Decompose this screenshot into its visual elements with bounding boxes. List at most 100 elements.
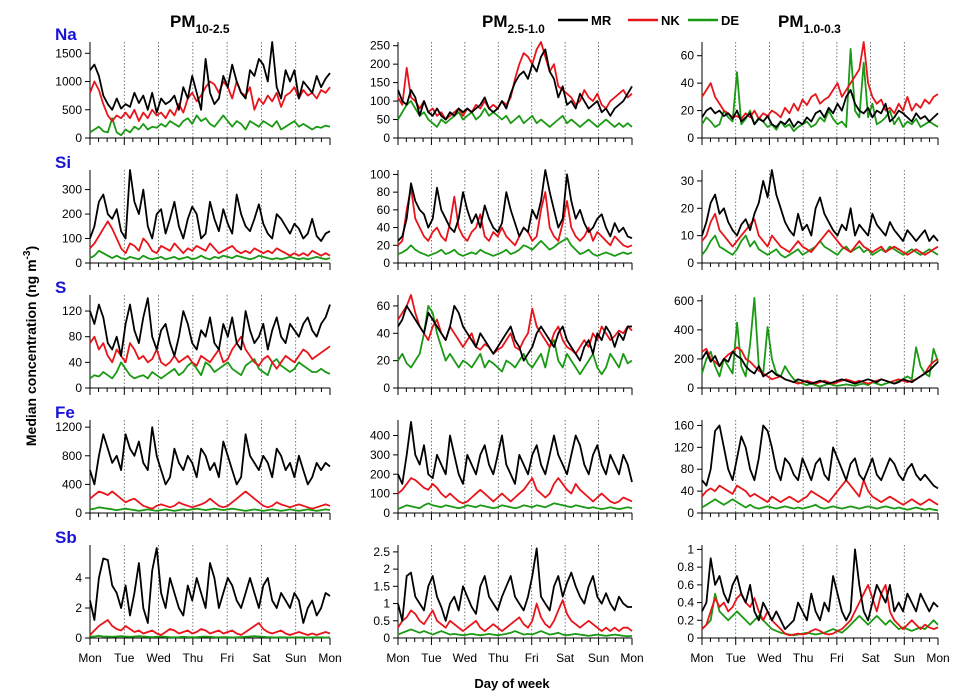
y-tick-label: 40 <box>377 221 391 235</box>
y-tick-label: 0 <box>383 506 390 520</box>
series-line-mr <box>701 424 939 490</box>
y-tick-label: 2.5 <box>373 545 390 559</box>
y-tick-label: 200 <box>674 352 694 366</box>
series-line-mr <box>397 547 632 622</box>
x-tick-label: Mon <box>620 651 643 665</box>
y-tick-label: 60 <box>377 203 391 217</box>
series-line-de <box>701 296 939 388</box>
y-tick-label: 160 <box>674 418 694 432</box>
panel-na-10-2.5: 0 500 1000 1500 Na <box>55 25 331 145</box>
y-tick-label: 0.2 <box>677 613 694 627</box>
panel-sb-2.5-1.0: 0 0.5 1 1.5 2 2.5 Mon Tue Wed Thu Fri Sat Sun Mon <box>373 545 643 665</box>
series-line-nk <box>89 335 331 370</box>
element-label-na: Na <box>55 25 77 44</box>
series-line-mr <box>89 169 331 242</box>
y-tick-label: 1500 <box>55 46 82 60</box>
y-tick-label: 400 <box>62 477 82 491</box>
panel-si-2.5-1.0: 0 20 40 60 80 100 <box>370 167 633 270</box>
panel-fe-1.0-0.3: 0 40 80 120 160 <box>674 418 939 520</box>
y-tick-label: 0 <box>687 131 694 145</box>
y-tick-label: 100 <box>370 167 390 181</box>
y-tick-label: 120 <box>62 304 82 318</box>
y-tick-label: 0.5 <box>373 614 390 628</box>
column-title-pm1.0-0.3: PM1.0-0.3 <box>778 12 841 36</box>
x-tick-label: Fri <box>830 651 844 665</box>
y-tick-label: 300 <box>370 448 390 462</box>
series-line-de <box>397 237 633 257</box>
series-line-nk <box>89 220 331 257</box>
y-tick-label: 80 <box>69 330 83 344</box>
x-tick-label: Tue <box>421 651 442 665</box>
panel-s-10-2.5: 0 40 80 120 S <box>55 278 331 395</box>
x-tick-label: Fri <box>525 651 539 665</box>
x-tick-label: Wed <box>146 651 170 665</box>
y-tick-label: 20 <box>377 238 391 252</box>
y-tick-label: 40 <box>377 326 391 340</box>
element-label-s: S <box>55 278 66 297</box>
panel-si-1.0-0.3: 0 10 20 30 <box>681 169 939 270</box>
y-tick-label: 150 <box>370 76 390 90</box>
y-tick-label: 0.6 <box>677 578 694 592</box>
y-tick-label: 500 <box>62 103 82 117</box>
legend-label-nk: NK <box>661 13 680 28</box>
element-label-si: Si <box>55 153 71 172</box>
series-line-mr <box>701 548 939 630</box>
y-tick-label: 400 <box>674 323 694 337</box>
series-line-nk <box>701 41 939 120</box>
series-line-nk <box>89 80 331 122</box>
y-tick-label: 40 <box>681 76 695 90</box>
y-tick-label: 0 <box>383 381 390 395</box>
y-tick-label: 0 <box>75 506 82 520</box>
y-tick-label: 200 <box>62 207 82 221</box>
x-tick-label: Wed <box>757 651 781 665</box>
x-tick-label: Sun <box>588 651 609 665</box>
series-line-mr <box>89 547 331 624</box>
x-tick-label: Sat <box>862 651 881 665</box>
x-tick-label: Mon <box>78 651 101 665</box>
y-tick-label: 250 <box>370 39 390 53</box>
series-line-mr <box>701 89 939 128</box>
series-line-mr <box>89 426 331 486</box>
y-tick-label: 10 <box>681 229 695 243</box>
y-tick-label: 400 <box>370 429 390 443</box>
y-tick-label: 100 <box>62 232 82 246</box>
series-line-nk <box>397 186 633 249</box>
panel-sb-1.0-0.3: 0 0.2 0.4 0.6 0.8 1 Mon Tue Wed Thu Fri Sat Sun Mon <box>677 542 949 665</box>
element-label-fe: Fe <box>55 403 75 422</box>
y-tick-label: 200 <box>370 467 390 481</box>
series-line-de <box>89 249 331 261</box>
y-tick-label: 20 <box>377 354 391 368</box>
x-tick-label: Mon <box>926 651 949 665</box>
x-tick-label: Mon <box>690 651 713 665</box>
y-tick-label: 0 <box>75 381 82 395</box>
series-line-mr <box>397 420 633 485</box>
series-line-de <box>701 498 939 512</box>
series-line-de <box>89 358 331 380</box>
y-tick-label: 300 <box>62 183 82 197</box>
series-line-mr <box>89 297 331 357</box>
y-tick-label: 0 <box>383 131 390 145</box>
series-line-nk <box>701 479 939 506</box>
y-tick-label: 40 <box>681 484 695 498</box>
series-line-nk <box>397 599 633 632</box>
series-line-mr <box>701 350 939 385</box>
x-tick-label: Fri <box>220 651 234 665</box>
panel-s-2.5-1.0: 0 20 40 60 <box>377 294 633 395</box>
y-tick-label: 30 <box>681 174 695 188</box>
y-tick-label: 0 <box>383 256 390 270</box>
x-tick-label: Sun <box>285 651 306 665</box>
y-tick-label: 0 <box>687 506 694 520</box>
y-tick-label: 0 <box>75 631 82 645</box>
y-tick-label: 80 <box>377 185 391 199</box>
x-tick-label: Sat <box>252 651 271 665</box>
y-tick-label: 1200 <box>55 420 82 434</box>
x-tick-label: Wed <box>453 651 477 665</box>
y-tick-label: 60 <box>681 49 695 63</box>
y-tick-label: 40 <box>69 355 83 369</box>
y-tick-label: 0.8 <box>677 560 694 574</box>
y-tick-label: 0 <box>687 631 694 645</box>
y-tick-label: 120 <box>674 440 694 454</box>
y-tick-label: 0 <box>75 131 82 145</box>
series-line-nk <box>701 212 939 256</box>
